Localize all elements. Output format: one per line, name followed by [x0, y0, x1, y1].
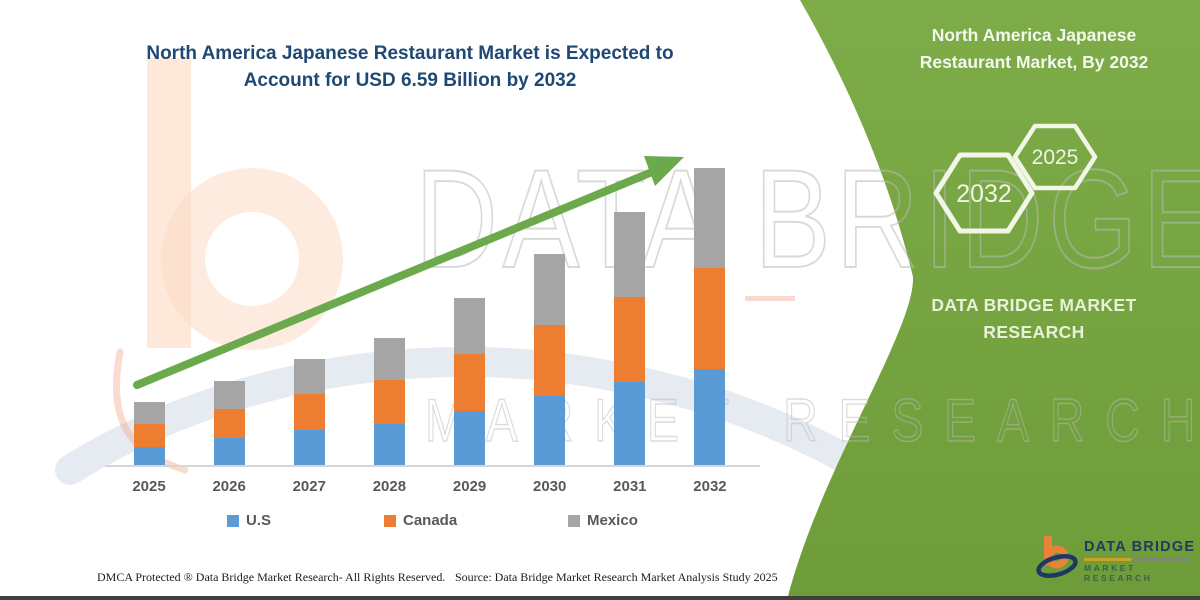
bar-segment-mexico-2029: [454, 297, 486, 354]
footer-source-text: Source: Data Bridge Market Research Mark…: [455, 570, 778, 584]
hexagon-2025: [1012, 123, 1098, 191]
chart-title-line1: North America Japanese Restaurant Market…: [146, 43, 674, 64]
logo-underline: [1084, 558, 1190, 561]
trend-arrow-head: [644, 156, 684, 186]
bar-segment-mexico-2026: [213, 381, 245, 410]
legend-item-canada: Canada: [384, 512, 458, 529]
bar-segment-canada-2032: [694, 268, 726, 370]
bar-segment-us-2025: [133, 446, 165, 465]
hexagon-2032: [933, 152, 1035, 234]
x-axis-line: [105, 465, 760, 467]
legend-item-us: U.S: [227, 512, 272, 529]
data-bridge-logo: DATA BRIDGE MARKET RESEARCH: [1036, 534, 1196, 586]
side-panel-title-line1: North America Japanese: [931, 25, 1137, 45]
bar-segment-mexico-2031: [614, 211, 646, 297]
bar-segment-mexico-2025: [133, 401, 165, 424]
legend-swatch: [227, 515, 239, 527]
bar-segment-canada-2031: [614, 296, 646, 383]
legend-label: U.S: [246, 512, 272, 529]
bar-segment-canada-2029: [454, 353, 486, 411]
green-panel-shape: [787, 0, 1200, 600]
legend-swatch: [568, 515, 580, 527]
bar-segment-canada-2027: [293, 393, 325, 430]
x-axis-label-2028: 2028: [372, 478, 407, 495]
watermark-salmon-arc: [112, 348, 189, 474]
bar-segment-us-2027: [293, 429, 325, 465]
watermark-salmon-line: [745, 296, 795, 301]
legend-swatch: [384, 515, 396, 527]
chart-title: North America Japanese Restaurant Market…: [110, 40, 710, 94]
side-panel-title-line2: Restaurant Market, By 2032: [919, 52, 1149, 72]
side-panel-brand-text: DATA BRIDGE MARKET RESEARCH: [868, 292, 1200, 346]
logo-wordmark: DATA BRIDGE: [1084, 539, 1196, 555]
side-panel-brand-line2: RESEARCH: [983, 322, 1085, 342]
side-panel-brand-line1: DATA BRIDGE MARKET: [931, 295, 1137, 315]
logo-subtitle: MARKET RESEARCH: [1084, 563, 1153, 583]
x-axis-label-2025: 2025: [132, 478, 166, 495]
bar-segment-mexico-2030: [534, 253, 566, 325]
bar-segment-us-2032: [694, 369, 726, 465]
x-axis-label-2029: 2029: [452, 478, 487, 495]
hexagon-2032-label: 2032: [956, 180, 1012, 208]
bar-segment-mexico-2032: [694, 168, 726, 269]
x-axis-label-2030: 2030: [533, 478, 567, 495]
footer-dmca-text: DMCA Protected ® Data Bridge Market Rese…: [97, 570, 446, 584]
logo-swoosh: [1036, 554, 1078, 578]
x-axis-label-2032: 2032: [693, 478, 727, 495]
bar-segment-us-2029: [454, 410, 486, 465]
bottom-border-line: [0, 596, 1200, 600]
legend-label: Mexico: [587, 512, 638, 529]
x-axis-label-2031: 2031: [613, 478, 647, 495]
bar-segment-us-2030: [534, 396, 566, 465]
side-panel-title: North America Japanese Restaurant Market…: [868, 22, 1200, 76]
bar-segment-canada-2030: [534, 324, 566, 397]
hexagon-2025-label: 2025: [1032, 146, 1079, 169]
bar-segment-canada-2028: [373, 379, 405, 424]
bar-segment-us-2031: [614, 382, 646, 465]
bar-segment-canada-2025: [133, 424, 165, 447]
watermark-b-bowl: [161, 168, 343, 350]
data-bridge-logo-icon: [1036, 536, 1078, 578]
bar-segment-us-2026: [213, 437, 245, 465]
x-axis-label-2027: 2027: [292, 478, 326, 495]
legend-label: Canada: [403, 512, 458, 529]
bar-segment-canada-2026: [213, 409, 245, 438]
x-axis-label-2026: 2026: [212, 478, 246, 495]
chart-title-line2: Account for USD 6.59 Billion by 2032: [243, 70, 577, 91]
trend-arrow-shaft: [133, 168, 656, 389]
bar-segment-us-2028: [373, 424, 405, 465]
bar-segment-mexico-2027: [293, 358, 325, 394]
bar-segment-mexico-2028: [373, 337, 405, 380]
legend-item-mexico: Mexico: [568, 512, 638, 529]
